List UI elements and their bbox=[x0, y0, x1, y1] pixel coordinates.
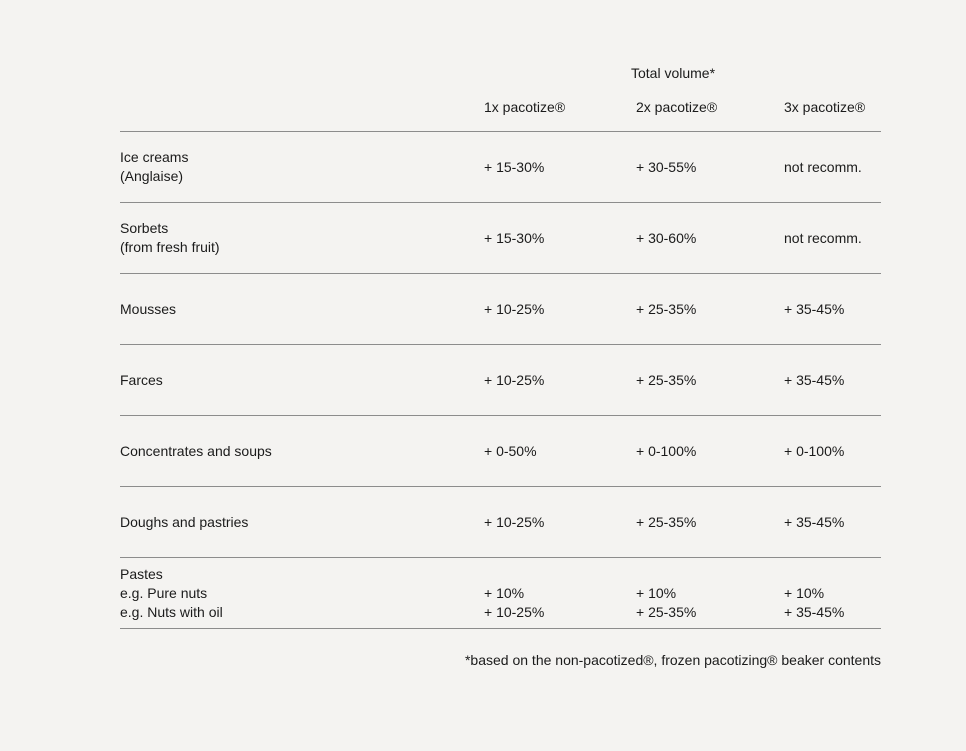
table-row: Mousses + 10-25% + 25-35% + 35-45% bbox=[120, 274, 881, 345]
table-body: Ice creams (Anglaise) + 15-30% + 30-55% … bbox=[120, 131, 881, 629]
row-label: Ice creams (Anglaise) bbox=[120, 149, 189, 184]
row-value-2x: + 30-55% bbox=[636, 158, 697, 175]
row-label: Sorbets (from fresh fruit) bbox=[120, 220, 220, 255]
table-row: Pastes e.g. Pure nuts e.g. Nuts with oil… bbox=[120, 558, 881, 629]
row-value-3x: + 35-45% bbox=[784, 513, 845, 530]
row-value-1x: + 10% + 10-25% bbox=[484, 585, 545, 620]
row-label: Mousses bbox=[120, 300, 177, 317]
row-label: Concentrates and soups bbox=[120, 442, 272, 459]
row-value-3x: + 10% + 35-45% bbox=[784, 585, 845, 620]
pacotize-volume-table: Total volume* 1x pacotize® 2x pacotize® … bbox=[120, 64, 881, 670]
column-header-1x-pacotize: 1x pacotize® bbox=[484, 99, 566, 115]
row-value-1x: + 10-25% bbox=[484, 371, 545, 388]
table-row: Ice creams (Anglaise) + 15-30% + 30-55% … bbox=[120, 132, 881, 203]
row-value-1x: + 10-25% bbox=[484, 300, 545, 317]
table-header: Total volume* 1x pacotize® 2x pacotize® … bbox=[120, 64, 881, 131]
column-header-3x-pacotize: 3x pacotize® bbox=[784, 99, 866, 115]
row-value-1x: + 15-30% bbox=[484, 229, 545, 246]
row-value-3x: + 0-100% bbox=[784, 442, 845, 459]
row-value-3x: + 35-45% bbox=[784, 300, 845, 317]
row-value-1x: + 0-50% bbox=[484, 442, 537, 459]
row-label: Farces bbox=[120, 371, 163, 388]
table-row: Farces + 10-25% + 25-35% + 35-45% bbox=[120, 345, 881, 416]
column-header-row: 1x pacotize® 2x pacotize® 3x pacotize® bbox=[120, 98, 881, 117]
row-value-1x: + 15-30% bbox=[484, 158, 545, 175]
column-header-empty bbox=[120, 98, 472, 117]
footnote: *based on the non-pacotized®, frozen pac… bbox=[464, 652, 881, 668]
total-volume-spanner: Total volume* bbox=[631, 65, 716, 81]
row-label: Pastes e.g. Pure nuts e.g. Nuts with oil bbox=[120, 565, 223, 620]
table-row: Concentrates and soups + 0-50% + 0-100% … bbox=[120, 416, 881, 487]
row-value-2x: + 25-35% bbox=[636, 371, 697, 388]
row-value-2x: + 25-35% bbox=[636, 513, 697, 530]
row-value-2x: + 0-100% bbox=[636, 442, 697, 459]
table-row: Sorbets (from fresh fruit) + 15-30% + 30… bbox=[120, 203, 881, 274]
column-header-2x-pacotize: 2x pacotize® bbox=[636, 99, 718, 115]
row-value-2x: + 25-35% bbox=[636, 300, 697, 317]
row-value-3x: not recomm. bbox=[784, 229, 862, 246]
row-value-2x: + 10% + 25-35% bbox=[636, 585, 697, 620]
row-value-3x: not recomm. bbox=[784, 158, 862, 175]
row-label: Doughs and pastries bbox=[120, 513, 249, 530]
row-value-2x: + 30-60% bbox=[636, 229, 697, 246]
row-value-3x: + 35-45% bbox=[784, 371, 845, 388]
row-value-1x: + 10-25% bbox=[484, 513, 545, 530]
table-row: Doughs and pastries + 10-25% + 25-35% + … bbox=[120, 487, 881, 558]
